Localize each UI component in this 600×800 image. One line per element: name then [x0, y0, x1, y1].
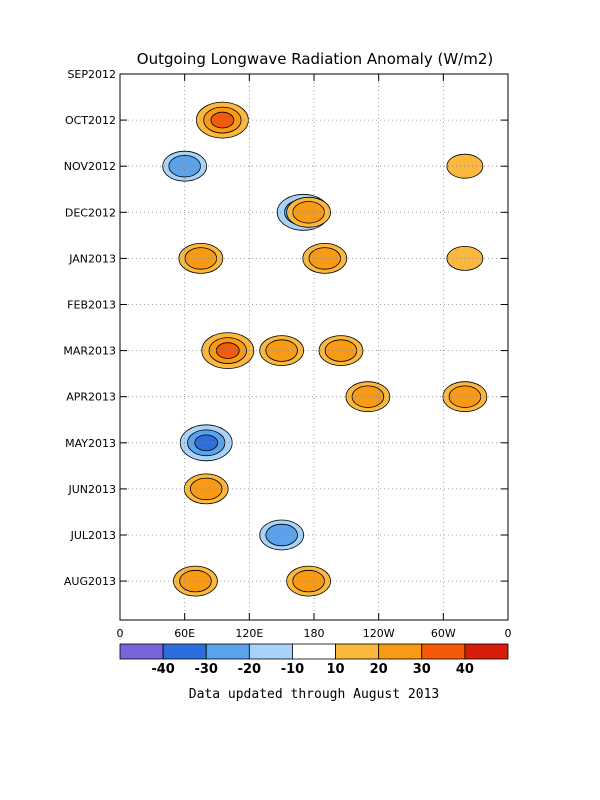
colorbar-label: -30 [194, 662, 218, 677]
colorbar-swatch [292, 643, 336, 660]
x-tick-label: 180 [304, 627, 325, 640]
y-tick-label: JUL2013 [70, 529, 116, 542]
anomaly-patch [210, 111, 235, 129]
plot-clip-group [120, 74, 508, 620]
colorbar-label: 40 [456, 662, 474, 677]
y-tick-label: JUN2013 [67, 483, 116, 496]
colorbar-swatch [119, 643, 164, 660]
colorbar-swatch [421, 643, 466, 660]
colorbar-label: -20 [238, 662, 262, 677]
x-tick-label: 120E [235, 627, 263, 640]
colorbar-swatch [205, 643, 250, 660]
chart-title: Outgoing Longwave Radiation Anomaly (W/m… [137, 50, 493, 68]
anomaly-patch [179, 569, 212, 593]
colorbar-label: -10 [281, 662, 305, 677]
colorbar-swatch [248, 643, 293, 660]
plot-area [120, 74, 508, 620]
anomaly-patch [265, 523, 298, 547]
colorbar-swatch [335, 643, 380, 660]
y-tick-label: MAY2013 [65, 437, 116, 450]
anomaly-patch [215, 342, 240, 359]
y-tick-label: DEC2012 [65, 206, 116, 219]
y-tick-label: SEP2012 [67, 68, 116, 81]
colorbar-swatch [464, 643, 509, 660]
colorbar-label: 30 [413, 662, 431, 677]
y-tick-label: AUG2013 [64, 575, 116, 588]
x-tick-label: 60W [431, 627, 456, 640]
x-tick-label: 60E [174, 627, 195, 640]
colorbar-label: 20 [370, 662, 388, 677]
x-tick-label: 0 [505, 627, 512, 640]
colorbar-label: 10 [327, 662, 345, 677]
y-tick-label: APR2013 [66, 391, 116, 404]
colorbar-label: -40 [151, 662, 175, 677]
colorbar-swatch [378, 643, 423, 660]
y-tick-label: MAR2013 [63, 345, 116, 358]
y-tick-label: FEB2013 [67, 299, 116, 312]
anomaly-patch [194, 434, 219, 452]
y-tick-label: JAN2013 [68, 252, 116, 265]
anomaly-patch [189, 477, 223, 501]
y-tick-label: NOV2012 [64, 160, 116, 173]
y-tick-label: OCT2012 [65, 114, 116, 127]
x-tick-label: 120W [363, 627, 395, 640]
anomaly-patch [265, 339, 298, 362]
footer-note: Data updated through August 2013 [189, 687, 439, 702]
colorbar-swatch [162, 643, 207, 660]
x-tick-label: 0 [117, 627, 124, 640]
colorbar: -40 -30 -20 -10 10 20 30 40 [119, 643, 509, 677]
axes: SEP2012 OCT2012 NOV2012 DEC2012 JAN2013 FEB20… [63, 68, 511, 640]
